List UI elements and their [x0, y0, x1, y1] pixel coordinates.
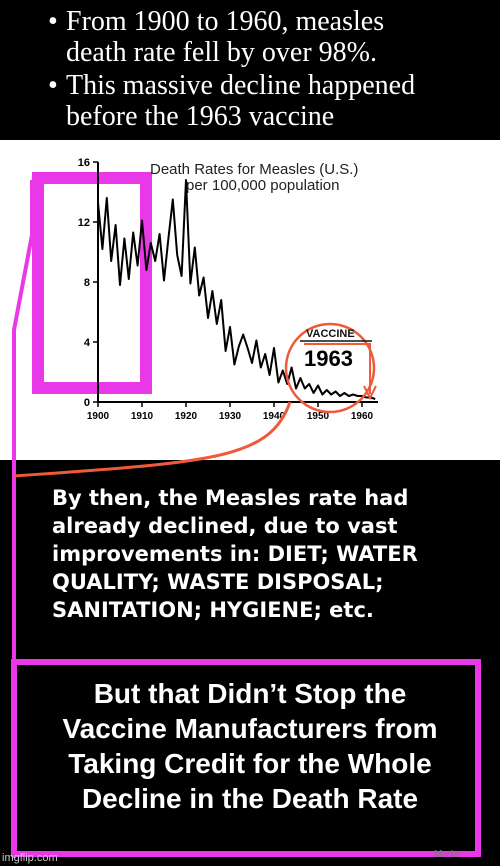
- y-tick-label: 16: [78, 157, 90, 169]
- vaccine-year-label: 1963: [304, 346, 353, 371]
- y-tick-label: 12: [78, 217, 90, 229]
- x-tick-label: 1930: [219, 411, 242, 422]
- measles-chart: Death Rates for Measles (U.S.) per 100,0…: [32, 157, 378, 422]
- explanation-paragraph: By then, the Measles rate had already de…: [52, 484, 492, 624]
- x-tick-label: 1960: [351, 411, 374, 422]
- banner-line: Taking Credit for the Whole: [68, 748, 432, 779]
- banner-line: But that Didn’t Stop the: [93, 678, 407, 709]
- y-tick-label: 8: [84, 277, 90, 289]
- bullet-2-line-1: This massive decline happened: [66, 70, 416, 101]
- pink-highlight-frame: [32, 172, 152, 394]
- vaccine-arrow-line: [304, 343, 371, 394]
- banner-line: Decline in the Death Rate: [81, 783, 419, 814]
- y-tick-label: 0: [84, 397, 90, 409]
- chart-subtitle: per 100,000 population: [186, 177, 339, 194]
- bullet-dot: •: [48, 6, 58, 37]
- bullet-2-line-2: before the 1963 vaccine: [66, 101, 335, 132]
- x-tick-label: 1900: [87, 411, 110, 422]
- bullet-2: • This massive decline happened before t…: [48, 70, 488, 132]
- y-tick-label: 4: [84, 337, 91, 349]
- signature: Marko: [433, 849, 460, 860]
- x-tick-label: 1950: [307, 411, 330, 422]
- banner-line: Vaccine Manufacturers from: [62, 713, 438, 744]
- paragraph-line: SANITATION; HYGIENE; etc.: [52, 598, 374, 622]
- paragraph-line: already declined, due to vast: [52, 514, 398, 538]
- x-tick-label: 1920: [175, 411, 198, 422]
- series-line: [97, 179, 376, 400]
- x-tick-label: 1910: [131, 411, 154, 422]
- x-tick-label: 1940: [263, 411, 286, 422]
- vaccine-circle: [284, 322, 376, 414]
- bullet-1-line-2: death rate fell by over 98%.: [66, 37, 377, 68]
- bullet-1: • From 1900 to 1960, measles death rate …: [48, 6, 488, 68]
- paragraph-line: improvements in: DIET; WATER: [52, 542, 418, 566]
- bullet-1-line-1: From 1900 to 1960, measles: [66, 6, 385, 37]
- paragraph-line: QUALITY; WASTE DISPOSAL;: [52, 570, 384, 594]
- paragraph-line: By then, the Measles rate had: [52, 486, 409, 510]
- chart-panel: Death Rates for Measles (U.S.) per 100,0…: [0, 140, 500, 460]
- pink-bracket-left: [32, 172, 152, 394]
- watermark: imgflip.com: [2, 852, 58, 864]
- y-ticks: 0 4 8 12 16: [78, 157, 98, 409]
- header-text-block: • From 1900 to 1960, measles death rate …: [0, 0, 500, 140]
- vaccine-arrow-head: [363, 385, 377, 401]
- bullet-dot: •: [48, 70, 58, 101]
- banner-text: But that Didn’t Stop the Vaccine Manufac…: [24, 676, 476, 816]
- chart-title: Death Rates for Measles (U.S.): [150, 161, 358, 178]
- vaccine-label: VACCINE: [306, 328, 355, 340]
